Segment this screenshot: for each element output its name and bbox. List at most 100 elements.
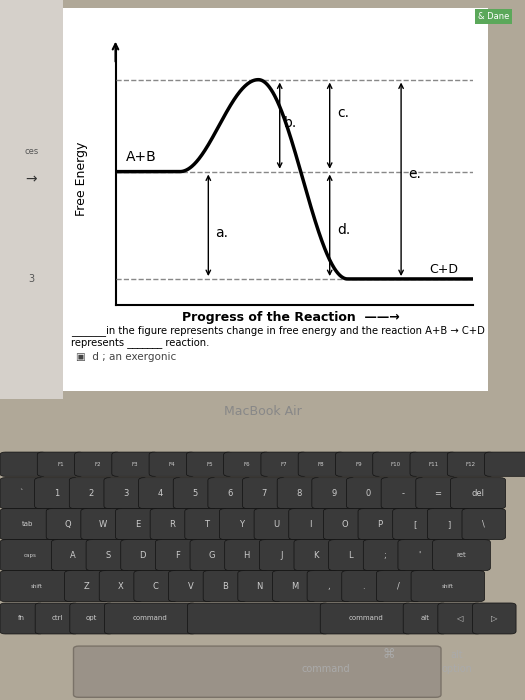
Text: shift: shift (442, 584, 454, 589)
FancyBboxPatch shape (447, 452, 494, 476)
FancyBboxPatch shape (37, 452, 83, 476)
FancyBboxPatch shape (238, 570, 281, 601)
Text: Q: Q (65, 519, 71, 528)
Text: & Dane: & Dane (478, 12, 509, 21)
FancyBboxPatch shape (187, 603, 329, 634)
FancyBboxPatch shape (0, 570, 74, 601)
FancyBboxPatch shape (450, 477, 506, 509)
Text: 2: 2 (88, 489, 94, 498)
FancyBboxPatch shape (403, 603, 447, 634)
FancyBboxPatch shape (410, 452, 456, 476)
FancyBboxPatch shape (462, 509, 506, 540)
Text: H: H (243, 551, 250, 559)
FancyBboxPatch shape (81, 509, 124, 540)
Text: a.: a. (215, 226, 228, 240)
FancyBboxPatch shape (243, 477, 286, 509)
Text: MacBook Air: MacBook Air (224, 405, 301, 418)
Text: d.: d. (337, 223, 350, 237)
Text: 3: 3 (28, 274, 35, 284)
FancyBboxPatch shape (472, 603, 516, 634)
Text: N: N (256, 582, 263, 591)
Text: 9: 9 (331, 489, 337, 498)
Text: caps: caps (24, 552, 37, 558)
FancyBboxPatch shape (121, 540, 164, 570)
Text: ⌘: ⌘ (382, 648, 395, 661)
Text: _______in the figure represents change in free energy and the reaction A+B → C+D: _______in the figure represents change i… (71, 326, 485, 337)
Text: C+D: C+D (429, 263, 459, 276)
FancyBboxPatch shape (381, 477, 425, 509)
Text: Y: Y (239, 519, 244, 528)
Text: del: del (471, 489, 485, 498)
FancyBboxPatch shape (376, 570, 420, 601)
FancyBboxPatch shape (208, 477, 251, 509)
FancyBboxPatch shape (393, 509, 436, 540)
Text: 3: 3 (123, 489, 129, 498)
Text: I: I (309, 519, 312, 528)
FancyBboxPatch shape (46, 509, 90, 540)
Text: ctrl: ctrl (51, 615, 62, 622)
Text: L: L (348, 551, 353, 559)
FancyBboxPatch shape (438, 603, 481, 634)
Text: ces: ces (24, 147, 39, 156)
Text: command: command (301, 664, 350, 673)
Text: F5: F5 (206, 462, 213, 467)
FancyBboxPatch shape (0, 509, 55, 540)
FancyBboxPatch shape (358, 509, 402, 540)
Text: B: B (222, 582, 228, 591)
Bar (26, 8, 488, 391)
Text: /: / (397, 582, 400, 591)
Text: X: X (118, 582, 124, 591)
Text: O: O (342, 519, 349, 528)
Text: shift: shift (31, 584, 43, 589)
Text: b.: b. (284, 116, 297, 130)
Text: fn: fn (18, 615, 25, 622)
Text: ▣  d ; an exergonic: ▣ d ; an exergonic (76, 352, 176, 362)
Text: M: M (291, 582, 298, 591)
Text: F8: F8 (318, 462, 324, 467)
FancyBboxPatch shape (74, 646, 441, 697)
FancyBboxPatch shape (190, 540, 234, 570)
Text: F12: F12 (465, 462, 476, 467)
FancyBboxPatch shape (134, 570, 177, 601)
FancyBboxPatch shape (65, 570, 108, 601)
FancyBboxPatch shape (139, 477, 182, 509)
Text: F2: F2 (94, 462, 101, 467)
FancyBboxPatch shape (0, 477, 44, 509)
Text: E: E (134, 519, 140, 528)
Text: 0: 0 (365, 489, 371, 498)
FancyBboxPatch shape (185, 509, 228, 540)
Text: W: W (99, 519, 107, 528)
Text: 7: 7 (261, 489, 267, 498)
Text: D: D (139, 551, 146, 559)
Text: 1: 1 (54, 489, 59, 498)
Bar (0, 0, 63, 399)
Text: ▷: ▷ (491, 614, 498, 623)
FancyBboxPatch shape (254, 509, 298, 540)
Text: ': ' (418, 551, 421, 559)
FancyBboxPatch shape (35, 603, 79, 634)
Text: F9: F9 (355, 462, 362, 467)
Text: command: command (133, 615, 168, 622)
FancyBboxPatch shape (186, 452, 233, 476)
Text: tab: tab (22, 522, 33, 527)
FancyBboxPatch shape (342, 570, 385, 601)
FancyBboxPatch shape (307, 570, 351, 601)
Text: F10: F10 (391, 462, 401, 467)
FancyBboxPatch shape (416, 477, 459, 509)
FancyBboxPatch shape (99, 570, 143, 601)
Text: F4: F4 (169, 462, 175, 467)
Text: V: V (187, 582, 193, 591)
Text: ,: , (328, 582, 330, 591)
Text: C: C (153, 582, 159, 591)
Text: opt: opt (86, 615, 97, 622)
Text: →: → (26, 172, 37, 186)
Text: e.: e. (408, 167, 421, 181)
Text: \: \ (482, 519, 485, 528)
Text: J: J (280, 551, 282, 559)
FancyBboxPatch shape (411, 570, 485, 601)
FancyBboxPatch shape (363, 540, 407, 570)
FancyBboxPatch shape (225, 540, 268, 570)
FancyBboxPatch shape (335, 452, 382, 476)
FancyBboxPatch shape (116, 509, 159, 540)
FancyBboxPatch shape (70, 603, 113, 634)
